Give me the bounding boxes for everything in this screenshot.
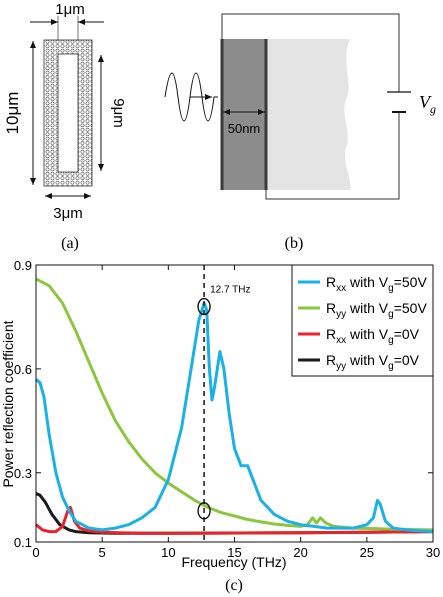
dim-height-left-label: 10μm [3,92,22,135]
legend-label: Ryy with Vg=50V [326,300,427,320]
reference-vline-label: 12.7 THz [210,285,250,296]
marker-circle [197,297,211,316]
x-axis-label: Frequency (THz) [181,554,286,570]
x-axis: 0 5 10 15 20 25 30 [32,265,440,560]
caption-b: (b) [285,235,304,252]
marker-circle [197,502,211,520]
x-tick-label: 30 [426,545,440,560]
y-axis: 0.1 0.3 0.6 0.9 [14,258,433,550]
x-tick-label: 20 [293,545,307,560]
dim-width-top-label: 1μm [55,1,84,18]
panel-b: 50nm Vg (b) [164,13,436,252]
legend-label: Rxx with Vg=50V [326,274,427,294]
y-tick-label: 0.1 [14,535,32,550]
graphene-ring-inner-gap [57,53,79,173]
voltage-label: Vg [419,92,436,116]
x-tick-label: 10 [161,545,175,560]
caption-c: (c) [225,577,243,594]
legend-label: Rxx with Vg=0V [326,326,420,346]
dielectric-slab [222,39,266,190]
legend-label: Ryy with Vg=0V [326,352,420,372]
dim-height-right-label: 9μm [110,98,127,127]
series-line-0 [35,301,434,534]
x-tick-label: 0 [32,545,39,560]
y-tick-label: 0.3 [14,466,32,481]
x-tick-label: 15 [227,545,241,560]
reference-line-group: 12.7 THz [197,265,250,542]
x-tick-label: 25 [360,545,374,560]
circuit-wire [265,112,400,200]
substrate [266,39,351,190]
circuit-wire [221,13,400,92]
series-line-1 [35,277,434,532]
caption-a: (a) [61,235,79,252]
y-tick-label: 0.9 [14,258,32,273]
chart-c: 0 5 10 15 20 25 30 0.1 0.3 0.6 0.9 Frequency (THz… [0,258,440,594]
x-tick-label: 5 [99,545,106,560]
dim-thickness-label: 50nm [228,121,261,136]
y-axis-label: Power reflection coefficient [0,320,16,487]
series-line-2 [35,505,434,535]
chart-series-layer [35,277,434,535]
dim-width-bottom-label: 3μm [53,205,82,222]
legend: Rxx with Vg=50V Ryy with Vg=50V Rxx with V… [291,264,434,377]
panel-a: 1μm 10μm 9μm 3μm (a) [3,1,127,252]
y-tick-label: 0.6 [14,362,32,377]
